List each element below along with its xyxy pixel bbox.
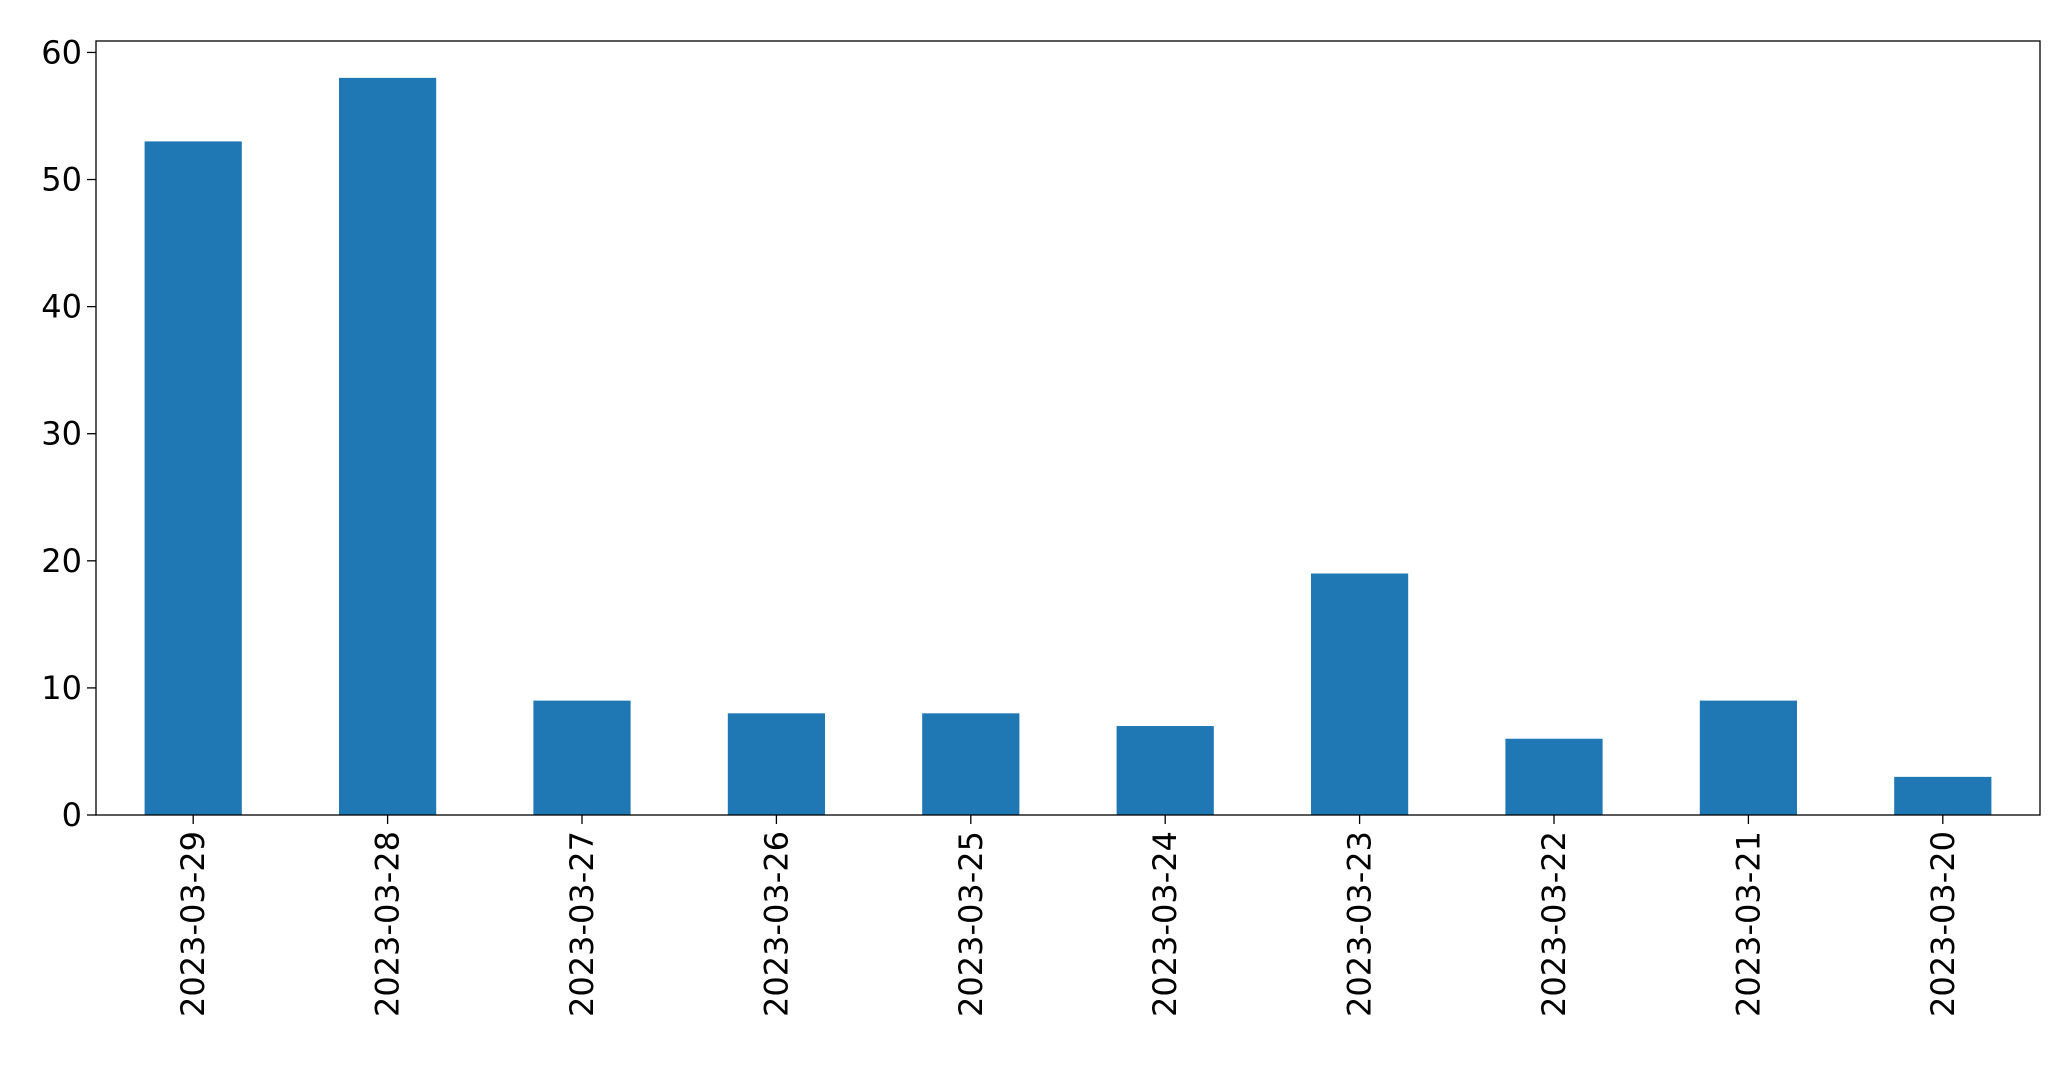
y-tick-label: 50	[41, 161, 82, 199]
bar	[339, 77, 437, 816]
bar	[533, 700, 631, 815]
bar	[1505, 738, 1603, 815]
x-tick-label: 2023-03-28	[369, 831, 407, 1017]
x-tick-label: 2023-03-23	[1341, 831, 1379, 1017]
x-tick-label: 2023-03-22	[1535, 831, 1573, 1017]
y-tick-label: 0	[62, 796, 82, 834]
y-tick-label: 20	[41, 542, 82, 580]
x-tick-label: 2023-03-29	[174, 831, 212, 1017]
y-tick-label: 30	[41, 415, 82, 453]
bar	[727, 713, 825, 815]
bar	[1699, 700, 1797, 815]
x-tick-label: 2023-03-24	[1146, 831, 1184, 1017]
y-tick-label: 40	[41, 288, 82, 326]
x-tick-label: 2023-03-25	[952, 831, 990, 1017]
bar	[922, 713, 1020, 815]
x-tick-label: 2023-03-20	[1924, 831, 1962, 1017]
axes-frame	[95, 40, 2041, 816]
bar	[1116, 726, 1214, 815]
bar	[144, 141, 242, 816]
bar	[1311, 573, 1409, 815]
x-tick-label: 2023-03-21	[1729, 831, 1767, 1017]
y-tick-label: 10	[41, 669, 82, 707]
x-tick-label: 2023-03-27	[563, 831, 601, 1017]
y-tick-label: 60	[41, 33, 82, 71]
x-tick-label: 2023-03-26	[757, 831, 795, 1017]
bar	[1894, 776, 1992, 815]
